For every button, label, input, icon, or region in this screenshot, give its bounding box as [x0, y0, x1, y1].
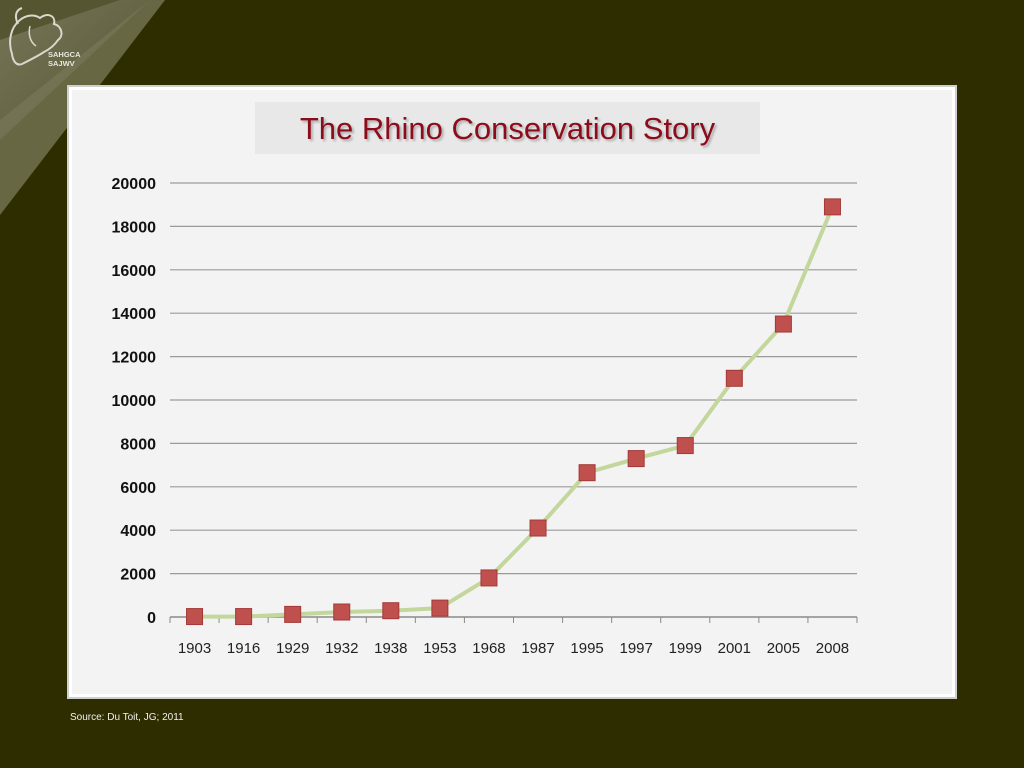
data-point-marker — [235, 608, 253, 626]
rhino-head-icon — [9, 7, 63, 66]
x-tick-label: 1987 — [521, 640, 554, 657]
data-point-marker — [823, 198, 841, 216]
data-point-marker — [382, 602, 400, 620]
sahgca-logo: SAHGCA SAJWV — [4, 6, 96, 72]
y-tick-label: 4000 — [120, 523, 156, 540]
x-tick-label: 1968 — [472, 640, 505, 657]
x-tick-label: 2008 — [816, 640, 849, 657]
x-tick-label: 1938 — [374, 640, 407, 657]
x-tick-label: 1997 — [619, 640, 652, 657]
data-point-marker — [627, 450, 645, 468]
data-point-marker — [676, 437, 694, 455]
x-tick-label: 1999 — [669, 640, 702, 657]
x-tick-label: 2005 — [767, 640, 800, 657]
y-tick-label: 0 — [147, 610, 156, 627]
x-tick-label: 1929 — [276, 640, 309, 657]
logo-text-line2: SAJWV — [48, 59, 75, 68]
x-tick-label: 1995 — [570, 640, 603, 657]
y-tick-label: 8000 — [120, 436, 156, 453]
y-tick-label: 10000 — [112, 393, 157, 410]
logo-text: SAHGCA SAJWV — [48, 50, 81, 68]
title-box — [255, 102, 760, 154]
y-tick-label: 6000 — [120, 480, 156, 497]
data-point-marker — [725, 369, 743, 387]
x-tick-label: 1953 — [423, 640, 456, 657]
y-tick-label: 14000 — [112, 306, 157, 323]
y-tick-label: 20000 — [112, 176, 157, 193]
source-note: Source: Du Toit, JG; 2011 — [70, 712, 184, 723]
x-tick-label: 1916 — [227, 640, 260, 657]
series-line — [194, 206, 835, 619]
slide-title: The Rhino Conservation Story — [299, 111, 716, 146]
data-point-marker — [284, 605, 302, 623]
logo-text-line1: SAHGCA — [48, 50, 81, 59]
data-point-marker — [431, 599, 449, 617]
y-tick-label: 16000 — [112, 263, 157, 280]
x-tick-label: 1903 — [178, 640, 211, 657]
chart-panel — [67, 85, 957, 699]
data-point-marker — [480, 569, 498, 587]
y-tick-label: 12000 — [112, 350, 157, 367]
y-tick-label: 2000 — [120, 567, 156, 584]
x-tick-label: 2001 — [718, 640, 751, 657]
y-tick-label: 18000 — [112, 219, 157, 236]
data-point-marker — [186, 608, 204, 626]
data-point-marker — [578, 464, 596, 482]
data-point-marker — [529, 519, 547, 537]
data-point-marker — [333, 603, 351, 621]
data-point-marker — [774, 315, 792, 333]
x-tick-label: 1932 — [325, 640, 358, 657]
